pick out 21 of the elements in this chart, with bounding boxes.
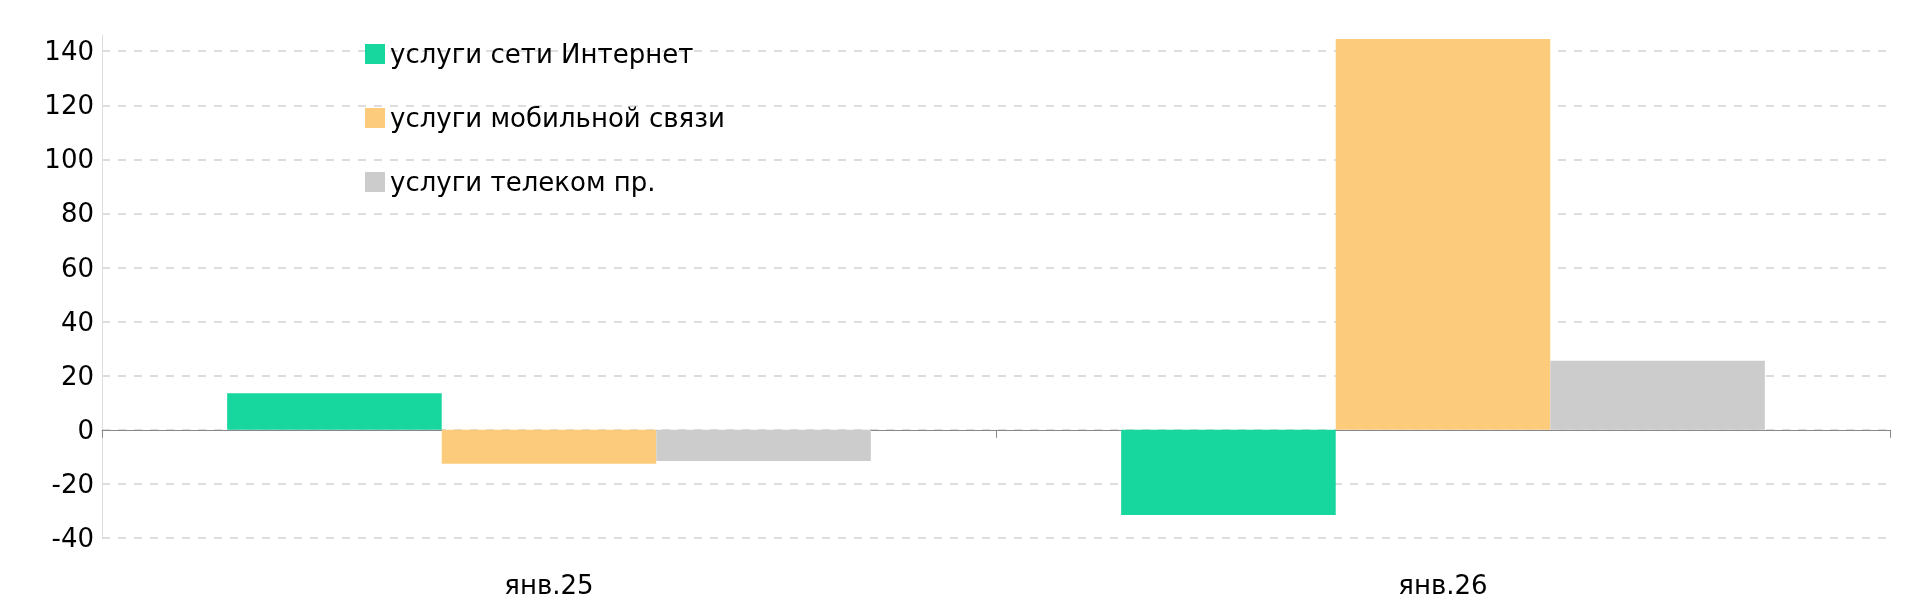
bar [1550, 360, 1765, 430]
y-tick-label: 0 [77, 414, 94, 445]
y-tick-label: 140 [44, 36, 94, 67]
legend-label: услуги мобильной связи [390, 103, 725, 133]
y-tick-label: 60 [60, 252, 94, 283]
bar [227, 393, 442, 430]
bar [656, 429, 871, 461]
y-tick-label: 100 [44, 144, 94, 175]
y-tick-label: 80 [60, 198, 94, 229]
y-tick-label: -20 [51, 468, 94, 499]
y-tick-label: -40 [51, 523, 94, 553]
bar [1121, 429, 1336, 516]
legend-label: услуги телеком пр. [390, 167, 656, 197]
bar [441, 429, 657, 464]
legend-label: услуги сети Интернет [390, 39, 694, 69]
x-tick-label: янв.26 [1398, 570, 1488, 600]
x-tick-label: янв.25 [504, 570, 594, 600]
bar [1335, 39, 1551, 430]
y-tick-label: 120 [44, 90, 94, 121]
y-tick-label: 40 [60, 306, 94, 337]
y-tick-label: 20 [60, 360, 94, 391]
